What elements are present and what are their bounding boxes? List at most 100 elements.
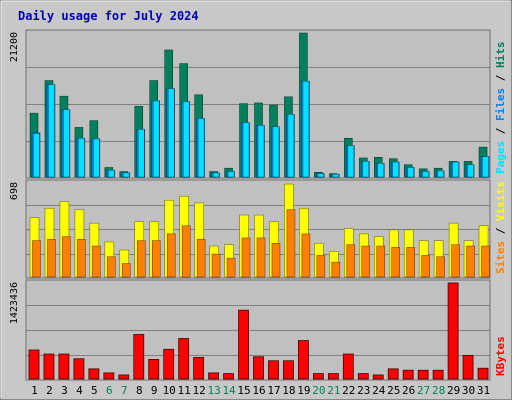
kbytes-bar-day-30 [462, 354, 474, 380]
legend-hits: Hits [494, 42, 507, 69]
x-tick-label: 19 [297, 384, 310, 397]
x-tick-label: 3 [61, 384, 68, 397]
pages-bar-day-11 [182, 101, 190, 178]
kbytes-bar-day-29 [447, 282, 459, 380]
kbytes-bar-day-19 [298, 340, 309, 380]
sites-bar-day-28 [436, 256, 445, 278]
sites-bar-day-18 [286, 209, 296, 278]
kbytes-bar-day-8 [133, 334, 145, 380]
x-tick-label: 26 [402, 384, 415, 397]
x-tick-label: 14 [222, 384, 236, 397]
kbytes-bar-day-25 [387, 368, 399, 380]
pages-bar-day-13 [212, 172, 220, 178]
kbytes-bar-day-24 [372, 374, 384, 380]
sites-bar-day-19 [301, 233, 311, 278]
kbytes-bar-day-2 [43, 353, 55, 380]
pages-bar-day-28 [437, 170, 444, 178]
kbytes-bar-day-6 [103, 372, 115, 380]
kbytes-bar-day-9 [148, 359, 160, 380]
kbytes-bar-day-1 [28, 349, 40, 380]
x-tick-label: 18 [282, 384, 295, 397]
x-tick-label: 28 [432, 384, 445, 397]
middle-panel: 698 Sites / Visits [9, 179, 507, 279]
pages-bar-day-19 [302, 80, 310, 178]
bottom-panel: 1423436 KBytes [9, 279, 507, 381]
sites-bar-day-30 [466, 245, 475, 278]
sites-bar-day-21 [331, 261, 341, 278]
x-tick-label: 22 [342, 384, 355, 397]
legend-files: Files [494, 88, 507, 121]
x-tick-label: 10 [163, 384, 176, 397]
kbytes-bar-day-28 [432, 369, 444, 380]
x-tick-label: 24 [372, 384, 386, 397]
legend-pages: Pages [494, 141, 507, 174]
sites-bar-day-4 [77, 239, 86, 278]
x-axis-day-labels: 1 2 3 4 5 6 7 8 9 10 11 12 13 14 15 16 17 18 19 20 21 22 23 24 2… [31, 384, 490, 397]
pages-bar-day-2 [48, 84, 55, 178]
x-tick-label: 5 [91, 384, 98, 397]
sites-bar-day-20 [316, 255, 326, 278]
pages-bar-day-16 [257, 125, 265, 178]
pages-bar-day-14 [227, 171, 235, 178]
sites-bar-day-26 [406, 247, 415, 278]
pages-bar-day-29 [452, 161, 459, 178]
sites-bar-day-14 [226, 257, 236, 278]
bottom-legend: KBytes [494, 336, 507, 376]
kbytes-bar-day-4 [73, 358, 85, 380]
pages-bar-day-21 [332, 174, 340, 178]
x-tick-label: 29 [447, 384, 460, 397]
kbytes-bar-day-27 [417, 369, 429, 380]
pages-bar-day-26 [407, 167, 414, 178]
sites-bar-day-6 [107, 256, 116, 278]
sites-bar-day-13 [211, 253, 221, 278]
pages-bar-day-3 [63, 109, 70, 178]
sites-bar-day-2 [47, 239, 56, 278]
sites-bar-day-23 [361, 245, 371, 278]
x-tick-label: 11 [178, 384, 191, 397]
pages-bar-day-25 [392, 161, 399, 178]
pages-bar-day-6 [108, 169, 115, 178]
x-tick-label: 13 [207, 384, 220, 397]
top-panel: 21200 Pages / Files / Hits [9, 29, 507, 179]
legend-kbytes: KBytes [494, 336, 507, 376]
sites-bar-day-7 [122, 263, 131, 278]
kbytes-bar-day-26 [402, 369, 414, 380]
legend-sites: Sites [494, 241, 507, 274]
sites-bar-day-10 [166, 233, 176, 278]
kbytes-bar-day-10 [163, 348, 175, 380]
x-tick-label: 6 [106, 384, 113, 397]
kbytes-bar-day-3 [58, 353, 70, 380]
pages-bar-day-12 [197, 118, 205, 178]
kbytes-bar-day-11 [178, 338, 190, 380]
kbytes-bar-day-12 [193, 357, 205, 380]
pages-bar-day-15 [242, 122, 250, 178]
middle-legend: Sites / Visits [494, 181, 507, 274]
kbytes-bar-day-31 [477, 367, 489, 380]
x-tick-label: 7 [121, 384, 128, 397]
kbytes-bar-day-13 [208, 372, 220, 380]
pages-bar-day-10 [167, 88, 175, 178]
x-tick-label: 4 [76, 384, 83, 397]
kbytes-bar-day-7 [118, 374, 130, 380]
pages-bar-day-27 [422, 171, 429, 178]
bottom-ymax-label: 1423436 [9, 282, 20, 324]
sites-bar-day-12 [196, 239, 206, 278]
sites-bar-day-8 [137, 240, 146, 278]
kbytes-bar-day-20 [312, 373, 324, 380]
x-tick-label: 27 [417, 384, 430, 397]
middle-ymax-label: 698 [9, 182, 20, 200]
sites-bar-day-15 [241, 237, 251, 278]
sites-bar-day-17 [271, 243, 281, 278]
kbytes-bar-day-18 [283, 360, 294, 380]
sites-bar-day-25 [391, 247, 400, 278]
x-tick-label: 17 [267, 384, 280, 397]
sites-bar-day-16 [256, 237, 266, 278]
sites-bar-day-3 [62, 236, 71, 278]
kbytes-bar-day-23 [357, 373, 369, 380]
sites-bar-day-29 [451, 244, 460, 278]
pages-bar-day-17 [272, 126, 280, 178]
kbytes-bar-day-14 [223, 373, 234, 380]
kbytes-bar-day-17 [268, 360, 279, 380]
pages-bar-day-31 [482, 156, 489, 178]
sites-bar-day-11 [181, 225, 191, 278]
